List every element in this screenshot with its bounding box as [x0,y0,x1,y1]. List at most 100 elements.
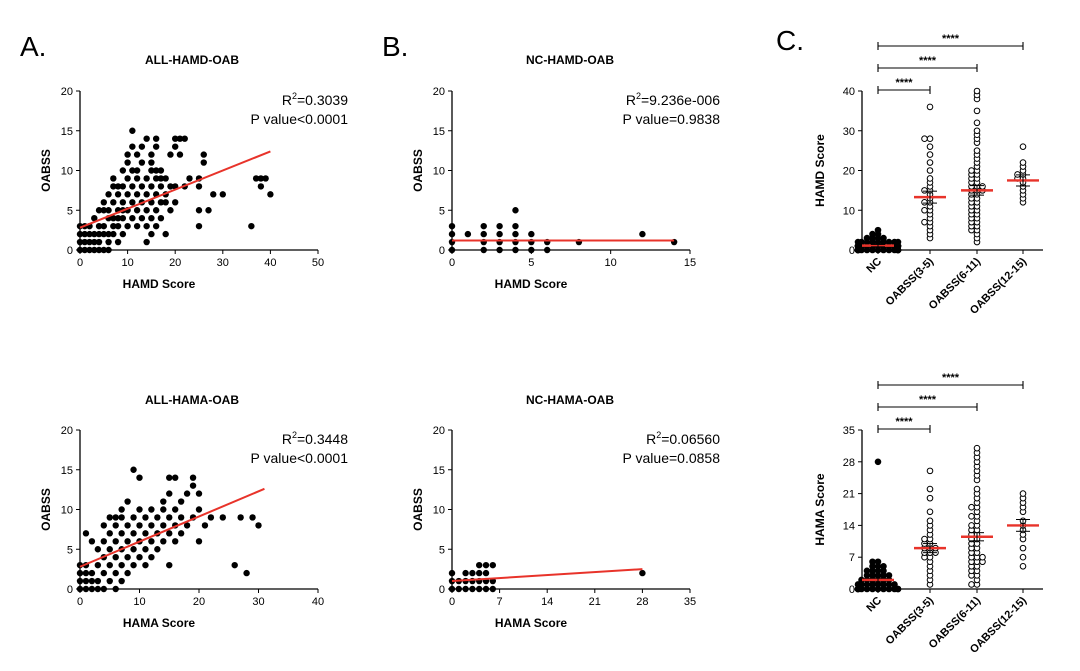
scatter1-point [248,222,255,230]
scatter3-point [112,569,119,577]
scatter2-point [512,246,519,254]
scatter2-point [528,246,535,254]
scatter3-point [124,569,131,577]
dotplot1-y-tick-label: 0 [849,245,855,257]
dotplot2-point [891,581,898,588]
scatter1-point [76,238,84,246]
scatter3-point [112,522,119,529]
scatter1-y-label: OABSS [39,149,53,192]
scatter1-point [257,175,265,182]
scatter1-y-tick-label: 5 [67,205,73,217]
scatter3-point [136,474,143,481]
scatter4-y-tick-label: 15 [433,465,445,477]
scatter1-point [76,246,84,254]
scatter2-y-tick-label: 10 [433,166,445,178]
scatter1-point [176,135,184,142]
scatter1-point [100,222,108,230]
scatter1-point [110,199,117,206]
scatter3-point [160,538,167,545]
scatter1-point [138,143,146,150]
scatter2-x-tick-label: 0 [449,257,455,269]
scatter3-point [118,530,125,537]
scatter1-point [195,222,203,230]
dotplot1-point [926,167,934,174]
scatter2-r2-annotation: R2=9.236e-006 [626,91,720,108]
scatter1-point [172,143,179,150]
scatter1-point [138,183,146,190]
dotplot2-y-tick-label: 35 [843,425,855,437]
scatter1-x-tick-label: 50 [312,257,324,269]
scatter3-point [124,498,131,505]
dotplot2-y-tick-label: 28 [843,457,855,469]
scatter1-point [143,191,150,198]
scatter4-y-tick-label: 20 [433,425,445,437]
scatter1-x-tick-label: 40 [264,257,276,269]
scatter3-point [118,506,125,513]
scatter1-title: ALL-HAMD-OAB [145,53,239,67]
scatter3-point [130,514,137,521]
scatter3-point [166,530,173,537]
scatter1-point [119,183,127,190]
scatter3-y-tick-label: 0 [67,584,73,596]
dotplot2-y-tick-label: 21 [843,489,855,501]
scatter2-y-tick-label: 20 [433,86,445,98]
scatter1-point [167,151,174,158]
dotplot1-point [894,238,902,246]
scatter3-point [88,577,96,585]
scatter1-point [200,159,207,166]
scatter4-point [482,569,490,577]
scatter3-y-tick-label: 5 [67,544,73,556]
scatter3-point [130,561,137,569]
scatter3-point [177,498,185,505]
scatter2-point [496,230,503,238]
panel-label-a: A. [20,31,46,62]
scatter3-point [148,506,155,513]
scatter3-point [100,585,108,593]
scatter4-point [476,561,483,569]
dotplot2-point [1019,544,1027,552]
scatter3-point [82,585,90,593]
scatter1-point [105,238,112,246]
scatter3-point [76,577,84,585]
dotplot2-point [926,517,934,525]
dotplot1-point [921,206,928,214]
scatter4-point [482,585,490,593]
scatter1-point [157,167,165,174]
scatter1-point [162,199,169,206]
scatter1-point [157,215,165,222]
scatter3-point [172,474,179,481]
scatter4-point [462,585,469,593]
dotplot2-point [880,562,887,570]
scatter3-r2-annotation: R2=0.3448 [282,430,348,447]
scatter1-point [133,151,141,158]
scatter3-point [106,530,113,537]
scatter1-point [252,175,260,182]
dotplot1-y-tick-label: 20 [843,166,855,178]
scatter1-point [152,207,160,214]
dotplot1-point [874,226,882,234]
dotplot2-sig-label: **** [942,372,960,384]
scatter3-y-tick-label: 15 [61,465,73,477]
dotplot1-category-label: NC [864,256,884,276]
scatter1-point [152,143,160,150]
dotplot2-point [1019,553,1027,561]
scatter1-point [162,230,169,238]
scatter1-point [181,135,188,142]
dotplot1-point [921,135,928,142]
scatter1-point [95,230,103,238]
dotplot2-y-tick-label: 0 [849,584,855,596]
scatter1-x-tick-label: 10 [121,257,133,269]
scatter4-y-tick-label: 0 [439,584,445,596]
scatter2-point [528,230,535,238]
scatter1-point [210,191,217,198]
dotplot2-category-label: OABSS(3-5) [884,594,937,647]
scatter3-point [142,514,149,521]
scatter1-x-tick-label: 0 [77,257,83,269]
scatter1-point [114,191,122,198]
scatter1-point [86,238,93,246]
scatter2-point [512,222,519,230]
scatter3-point [255,522,262,529]
scatter1-point [133,191,141,198]
scatter1-point [267,191,274,198]
scatter3-point [100,522,108,529]
